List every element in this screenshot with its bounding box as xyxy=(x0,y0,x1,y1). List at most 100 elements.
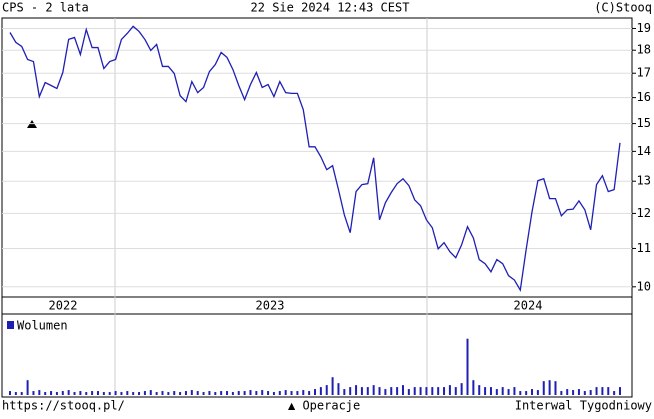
volume-bar xyxy=(302,390,305,395)
volume-bar xyxy=(114,391,117,395)
volume-bar xyxy=(79,391,82,395)
year-label: 2024 xyxy=(514,299,543,313)
y-tick-label: 12 xyxy=(637,206,651,220)
y-tick-label: 10 xyxy=(637,279,651,293)
volume-bar xyxy=(220,391,223,395)
volume-bar xyxy=(67,390,70,395)
volume-bar xyxy=(278,391,281,395)
volume-bar xyxy=(272,392,275,395)
volume-bar xyxy=(589,390,592,395)
footer-marker: ▲ Operacje xyxy=(288,399,360,413)
volume-bar xyxy=(454,387,457,395)
y-tick-label: 14 xyxy=(637,144,651,158)
volume-bar xyxy=(214,392,217,395)
y-tick-label: 19 xyxy=(637,21,651,35)
volume-bar xyxy=(437,387,440,395)
volume-bar xyxy=(296,391,299,395)
volume-bar xyxy=(554,381,557,395)
volume-bar xyxy=(161,391,164,395)
footer-interval: Interwal Tygodniowy xyxy=(515,399,652,413)
volume-bar xyxy=(583,391,586,395)
volume-bar xyxy=(255,391,258,395)
volume-bar xyxy=(132,392,135,395)
volume-bar xyxy=(560,391,563,395)
volume-bar xyxy=(96,391,99,395)
volume-bar xyxy=(314,389,316,395)
volume-bar xyxy=(460,383,463,395)
volume-bar xyxy=(26,380,29,395)
volume-bar xyxy=(448,385,451,395)
volume-bar xyxy=(179,392,182,395)
volume-bar xyxy=(360,387,363,395)
volume-bar xyxy=(85,392,88,395)
volume-bar xyxy=(226,391,229,395)
volume-bar xyxy=(284,390,287,395)
volume-bar xyxy=(484,387,487,395)
footer-url: https://stooq.pl/ xyxy=(2,399,125,413)
volume-bar xyxy=(138,392,141,395)
volume-bar xyxy=(126,391,129,395)
volume-bar xyxy=(38,390,41,395)
volume-bar xyxy=(407,389,410,395)
volume-bar xyxy=(372,385,375,395)
chart-title: CPS - 2 lata xyxy=(2,1,89,15)
volume-bar xyxy=(102,392,105,395)
volume-bar xyxy=(32,391,35,395)
volume-bar xyxy=(396,387,399,395)
volume-bar xyxy=(196,391,199,395)
volume-bar xyxy=(601,387,604,395)
volume-bar xyxy=(184,391,187,395)
volume-bar xyxy=(425,387,428,395)
volume-bar xyxy=(613,391,616,395)
volume-bar xyxy=(384,389,387,395)
volume-bar xyxy=(120,392,123,395)
volume-bar xyxy=(542,381,545,395)
volume-bar xyxy=(577,389,580,395)
volume-bar xyxy=(390,387,393,395)
volume-bar xyxy=(501,387,504,395)
volume-bar xyxy=(173,391,176,395)
volume-bar xyxy=(595,387,598,395)
year-label: 2023 xyxy=(256,299,285,313)
frame xyxy=(1,17,633,398)
volume-bar xyxy=(378,387,381,395)
volume-bar xyxy=(167,392,170,395)
volume-bar xyxy=(55,392,58,395)
volume-bar xyxy=(202,392,205,395)
volume-bar xyxy=(44,392,47,395)
y-tick-label: 18 xyxy=(637,43,651,57)
legend-label: Wolumen xyxy=(17,319,68,333)
volume-bar xyxy=(91,391,94,395)
volume-bar xyxy=(366,387,369,395)
volume-bar xyxy=(190,390,193,395)
y-tick-label: 17 xyxy=(637,66,651,80)
volume-bar xyxy=(14,392,17,395)
volume-bar xyxy=(401,385,404,395)
volume-bar xyxy=(513,387,516,395)
volume-bar xyxy=(319,387,322,395)
volume-bar xyxy=(525,391,528,395)
volume-bar xyxy=(413,387,416,395)
volume-bar xyxy=(61,391,64,395)
y-tick-label: 13 xyxy=(637,174,651,188)
volume-bar xyxy=(472,380,475,395)
volume-bar xyxy=(495,389,498,395)
y-tick-label: 16 xyxy=(637,90,651,104)
volume-bar xyxy=(331,377,334,395)
volume-bar xyxy=(431,387,434,395)
year-label: 2022 xyxy=(49,299,78,313)
volume-bar xyxy=(290,391,293,395)
volume-bar xyxy=(243,391,246,395)
volume-bar xyxy=(308,391,311,395)
volume-bar xyxy=(566,389,569,395)
volume-bar xyxy=(337,383,340,395)
volume-bar xyxy=(607,387,610,395)
volume-bar xyxy=(20,392,23,395)
volume-bar xyxy=(507,389,510,395)
y-tick-label: 11 xyxy=(637,241,651,255)
volume-bar xyxy=(143,391,146,395)
source: (C)Stooq xyxy=(594,1,652,15)
volume-bar xyxy=(237,391,240,395)
